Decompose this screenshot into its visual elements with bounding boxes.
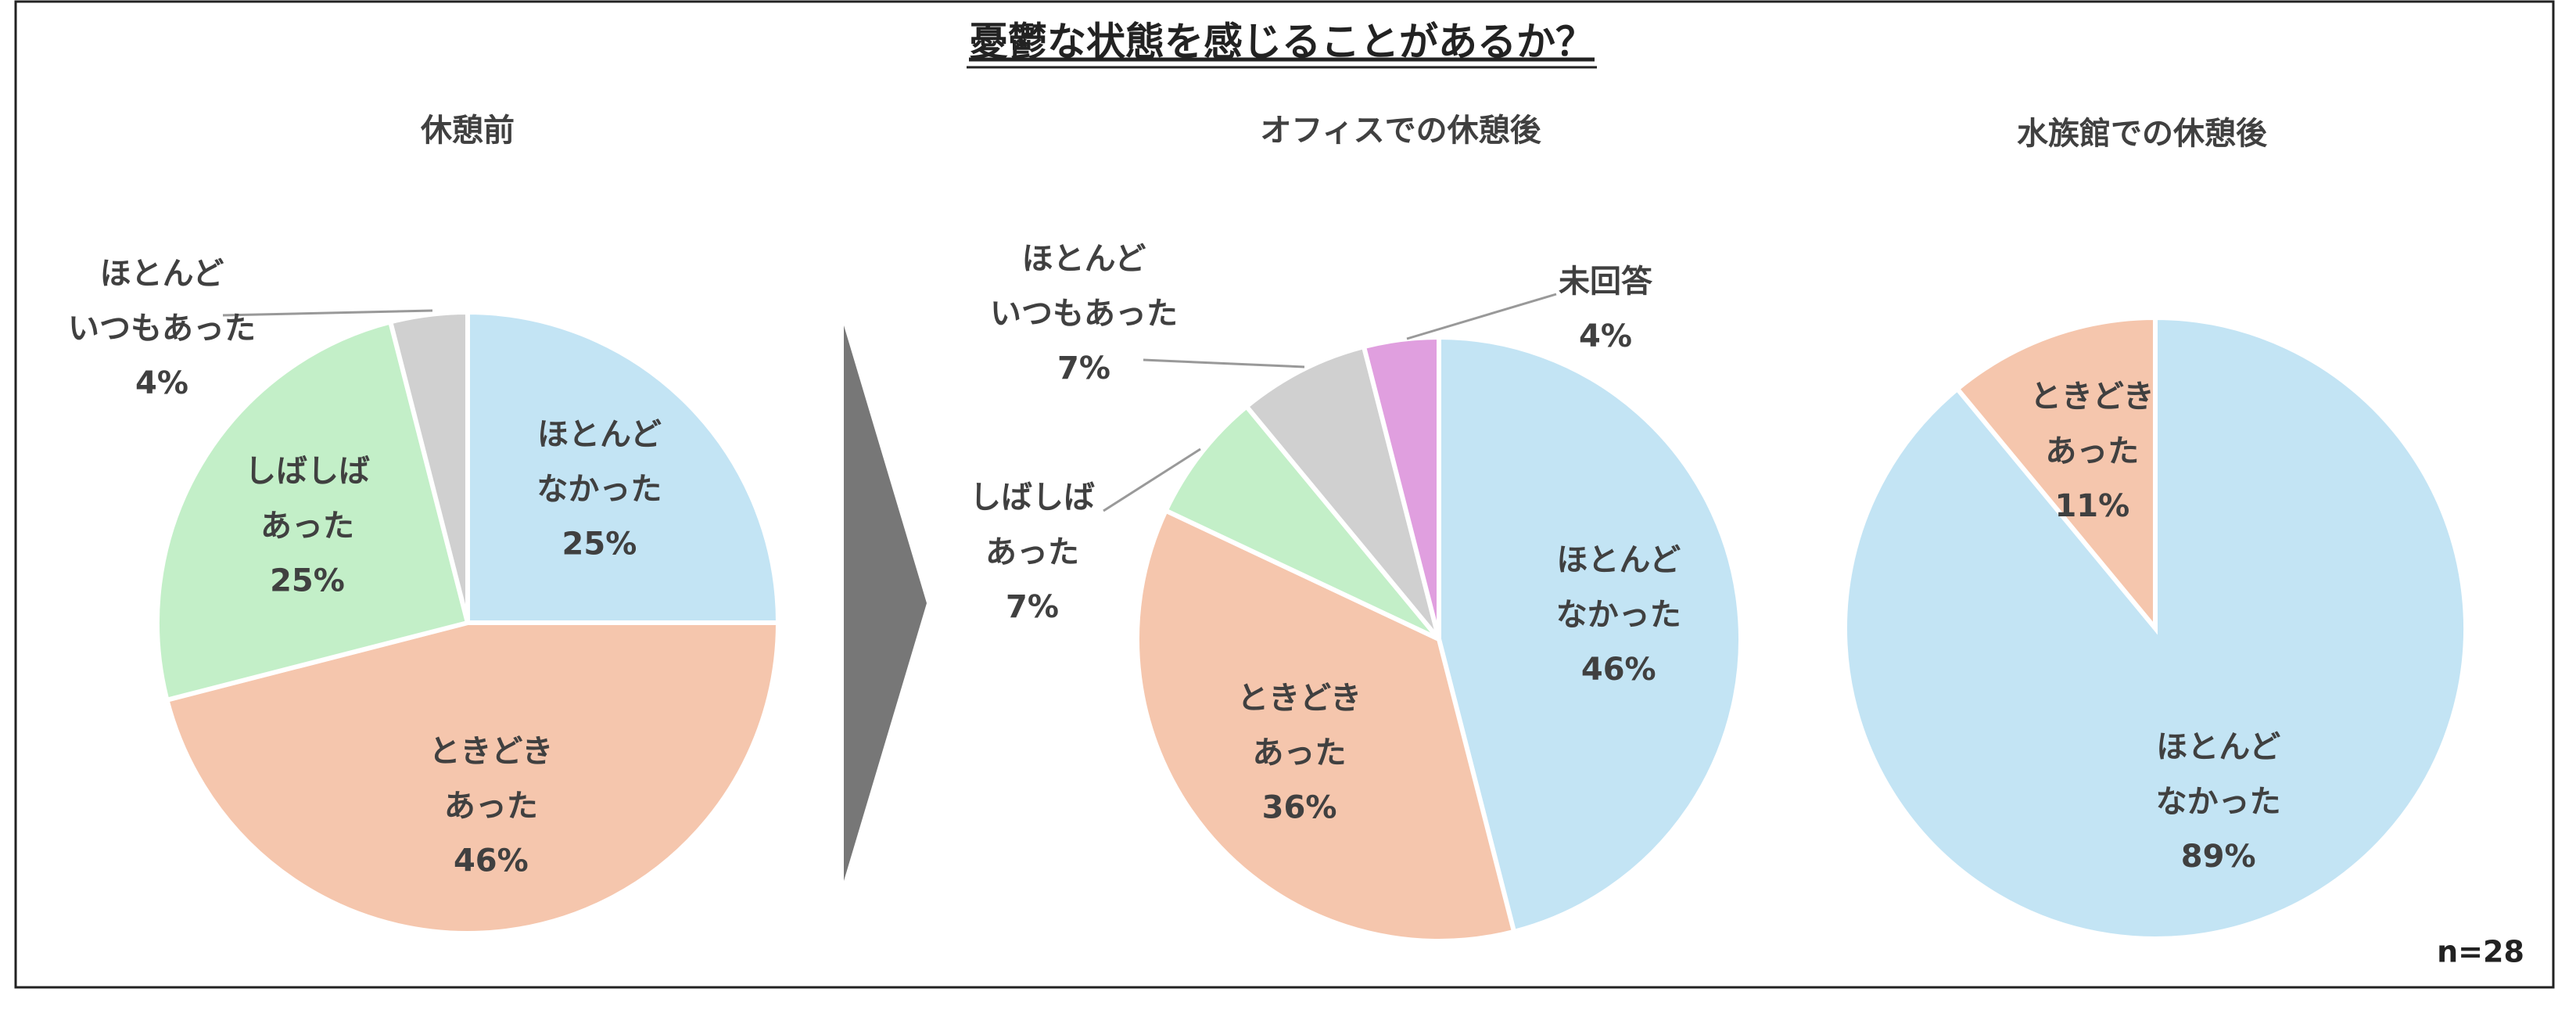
pie-slice — [1361, 334, 1441, 640]
slice-label: 未回答 — [1559, 264, 1653, 300]
slice-label: ほとんどなかった — [536, 417, 662, 508]
pie-title: 休憩前 — [420, 113, 515, 149]
value-label: 4% — [135, 365, 188, 401]
sample-size: n=28 — [2437, 935, 2524, 969]
slice-label: ときどきあった — [2030, 379, 2154, 469]
pie-slice — [163, 620, 781, 936]
value-label: 11% — [2054, 488, 2129, 524]
pie-slice — [155, 318, 471, 703]
slice-label: しばしばあった — [245, 454, 370, 545]
leader-line — [1406, 293, 1557, 340]
value-label: 46% — [1581, 652, 1656, 688]
pie-slice — [1437, 334, 1743, 935]
pie-slice — [1954, 315, 2158, 635]
pie-slice — [387, 309, 470, 624]
slice-label: しばしばあった — [970, 480, 1095, 570]
slice-label: ほとんどいつもあった — [68, 256, 256, 347]
pie-slice — [1135, 507, 1517, 944]
value-label: 36% — [1262, 790, 1337, 826]
leader-line — [1103, 448, 1201, 512]
chart-title: 憂鬱な状態を感じることがあるか？ — [969, 20, 1595, 65]
leader-line — [1143, 358, 1305, 368]
slice-label: ときどきあった — [429, 733, 553, 824]
slice-label: ほとんどなかった — [2156, 729, 2281, 820]
pie-slice — [465, 309, 781, 625]
leader-line — [222, 309, 433, 317]
arrow — [844, 325, 927, 881]
pie-slice — [1243, 343, 1441, 641]
value-label: 7% — [1006, 589, 1059, 625]
value-label: 25% — [562, 527, 637, 563]
pie-title: オフィスでの休憩後 — [1260, 113, 1541, 149]
value-label: 4% — [1579, 318, 1632, 354]
value-label: 46% — [454, 843, 529, 879]
slice-label: ほとんどなかった — [1556, 542, 1681, 633]
slice-label: ほとんどいつもあった — [990, 241, 1178, 332]
value-label: 89% — [2181, 839, 2256, 875]
value-label: 25% — [270, 563, 345, 599]
value-label: 7% — [1057, 350, 1110, 386]
slice-label: ときどきあった — [1237, 681, 1362, 771]
pie-slice — [1162, 403, 1441, 642]
pie-title: 水族館での休憩後 — [2017, 116, 2268, 152]
